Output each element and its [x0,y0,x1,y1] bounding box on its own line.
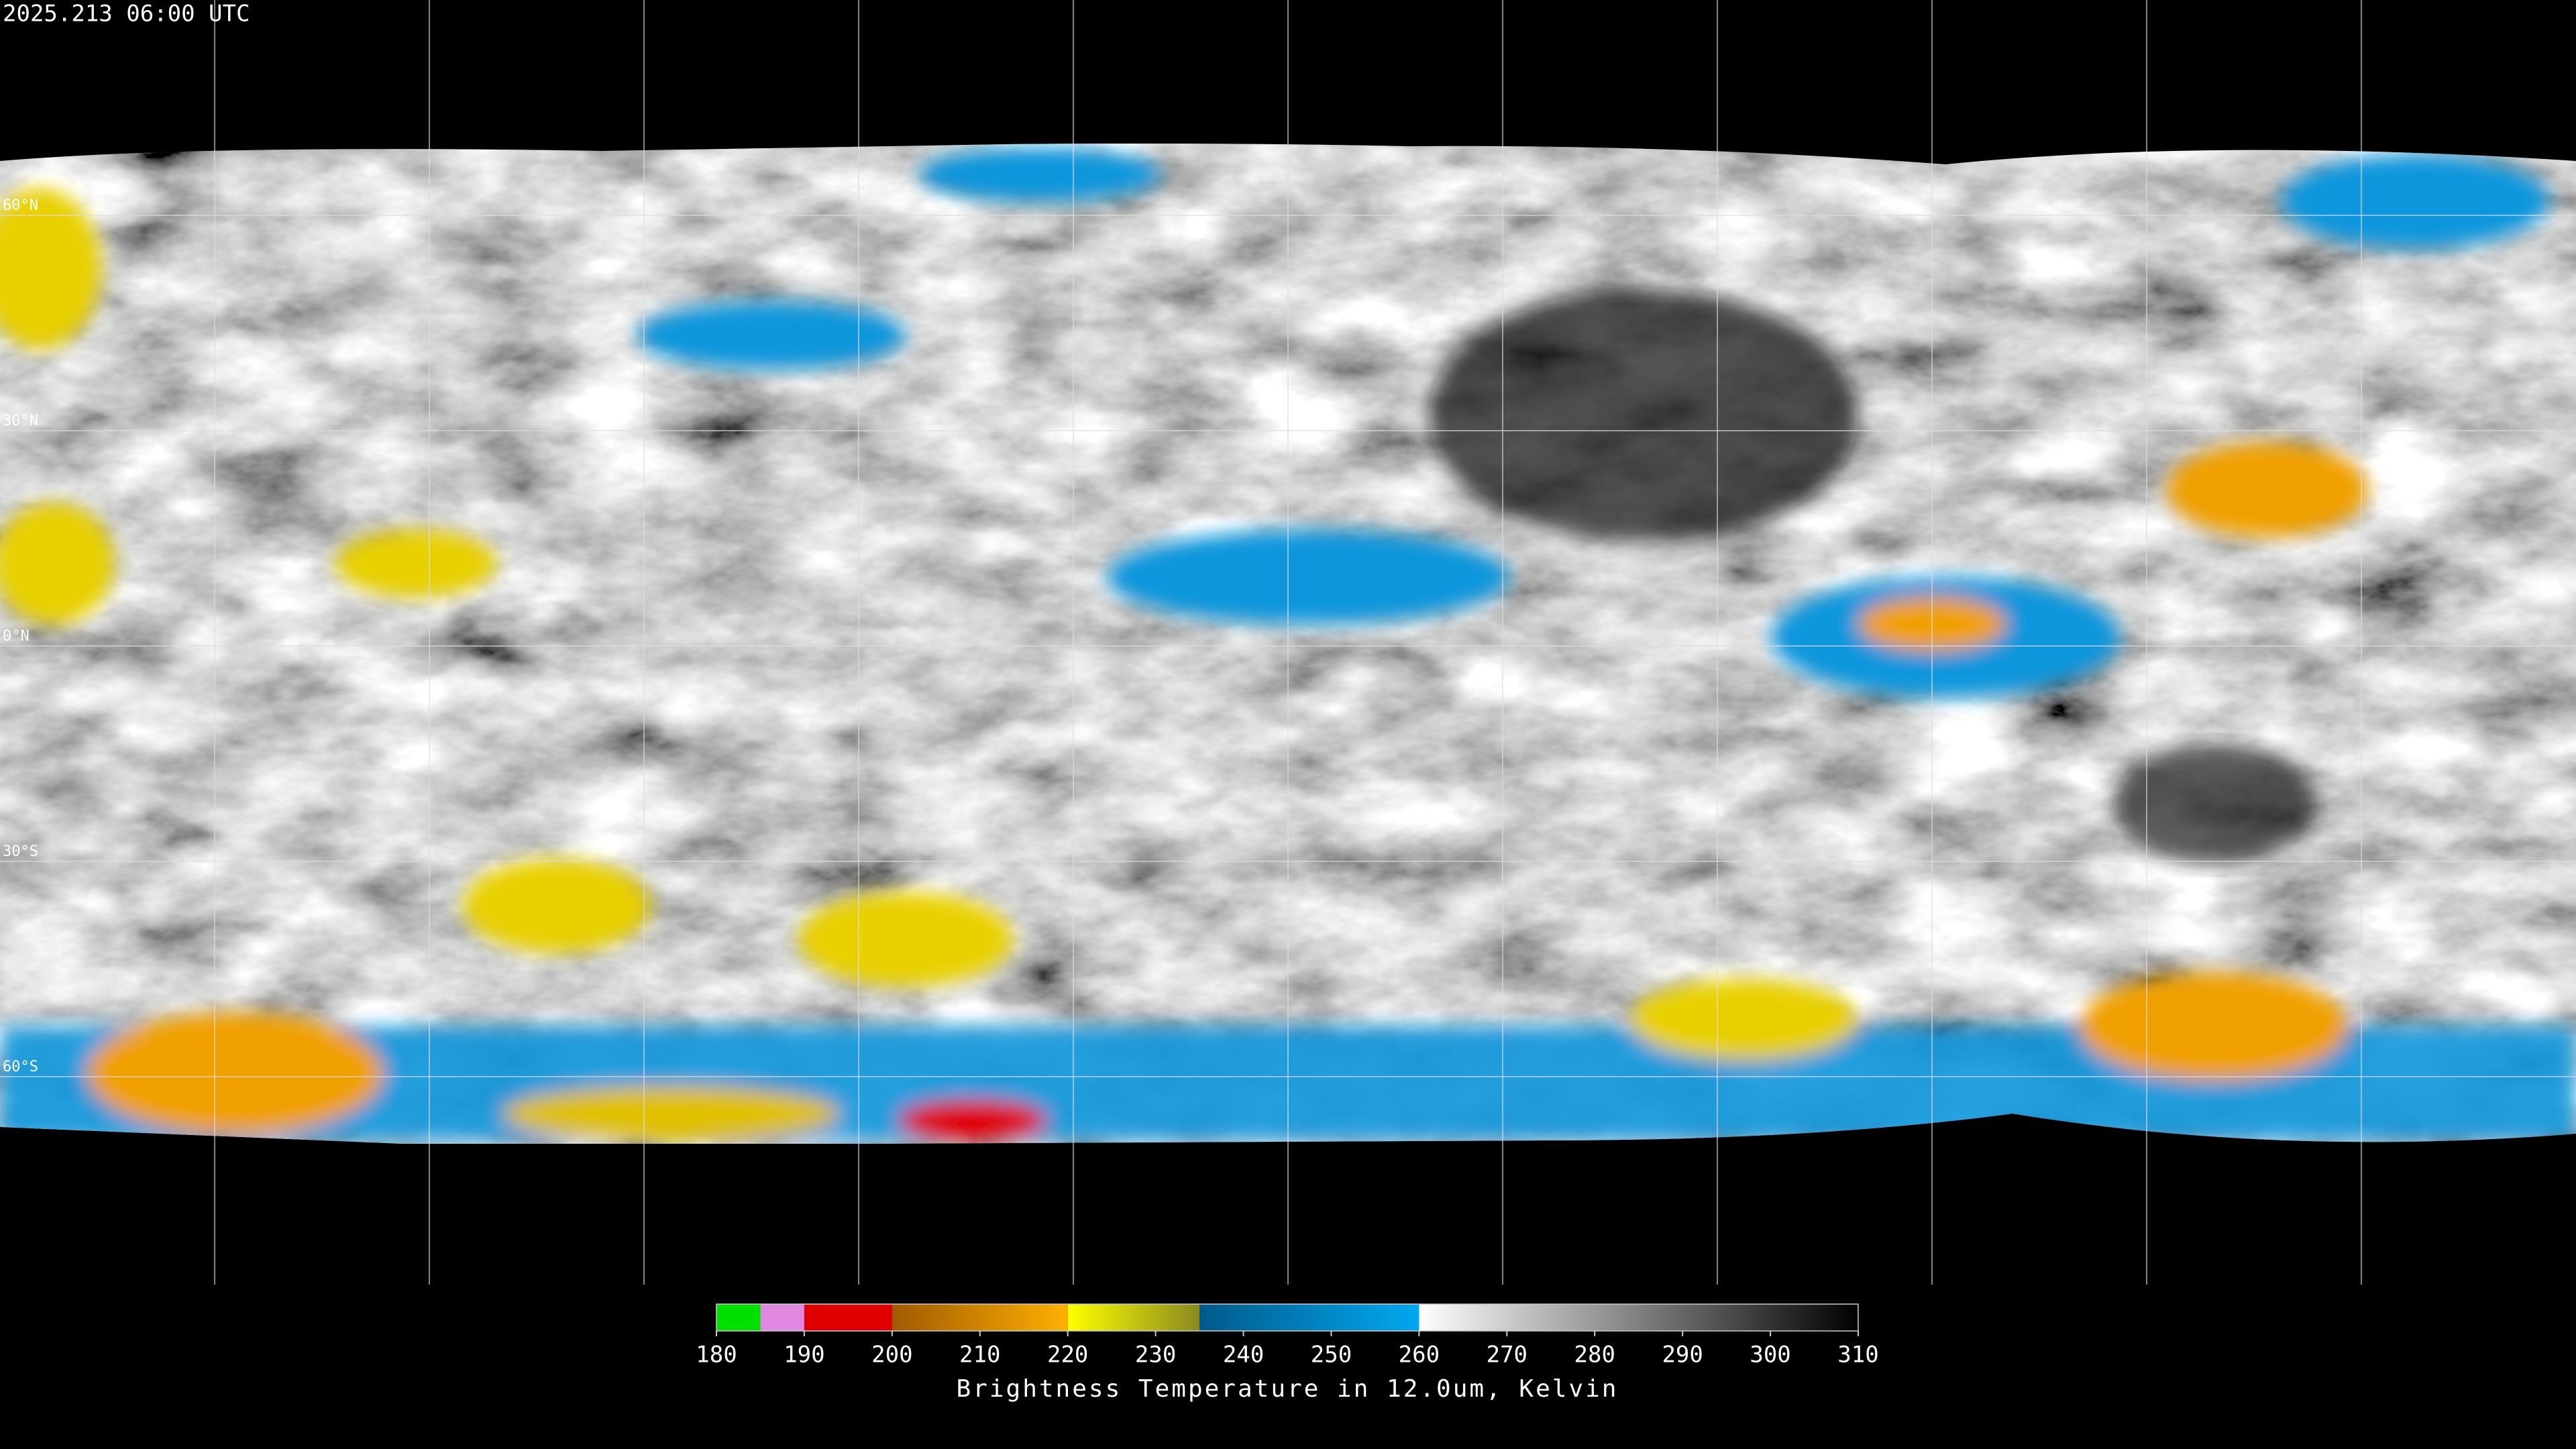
colorbar-tick-label: 280 [1574,1342,1615,1368]
colorbar-segment [1199,1304,1419,1331]
colorbar-segment [892,1304,1068,1331]
lat-label: 30°S [3,843,38,860]
colorbar-tick-label: 220 [1047,1342,1088,1368]
colorbar-tick-label: 310 [1837,1342,1878,1368]
colorbar-tick-label: 210 [959,1342,1000,1368]
colorbar-tick-label: 290 [1662,1342,1703,1368]
dry-area [2113,745,2314,865]
colorbar-segment [760,1304,804,1331]
colorbar-tick-label: 270 [1487,1342,1527,1368]
colorbar-segment [716,1304,761,1331]
colorbar-segment [804,1304,892,1331]
colorbar-label: Brightness Temperature in 12.0um, Kelvin [957,1375,1619,1403]
lat-label: 0°N [3,628,30,645]
timestamp: 2025.213 06:00 UTC [3,1,250,28]
lat-labels: 60°N 30°N 0°N 30°S 60°S [3,197,38,1075]
dry-area [1429,288,1858,543]
colorbar-tick-label: 240 [1223,1342,1264,1368]
colorbar-segment [1067,1304,1200,1331]
colorbar-tick-label: 300 [1750,1342,1790,1368]
colorbar-tick-label: 260 [1399,1342,1440,1368]
graticule [0,0,2576,1285]
lat-label: 60°S [3,1059,38,1075]
lat-label: 30°N [3,413,38,429]
colorbar-tick-label: 230 [1135,1342,1176,1368]
colorbar-tick-label: 180 [696,1342,737,1368]
colorbar-frame [716,1303,1859,1332]
lat-label: 60°N [3,197,38,214]
colorbar-segment [1419,1304,1858,1331]
colorbar: 180 190 200 210 220 230 240 250 260 270 280 290 300 3… [696,1303,1879,1403]
colorbar-tick-label: 200 [871,1342,912,1368]
colorbar-tick-label: 250 [1311,1342,1352,1368]
colorbar-tick-label: 190 [784,1342,824,1368]
